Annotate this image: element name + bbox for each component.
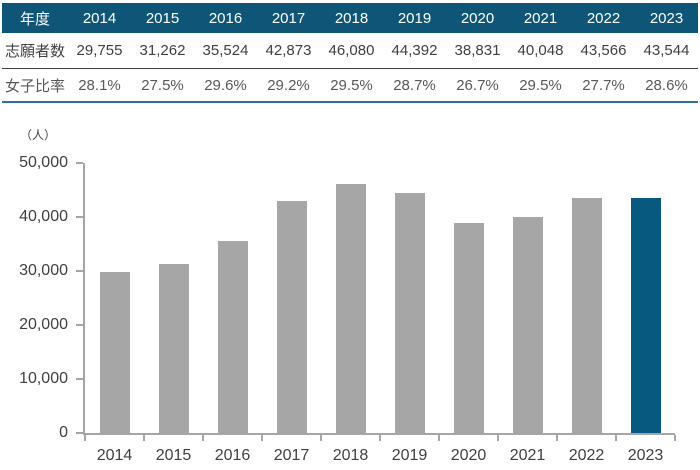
applicants-table: 年度 2014 2015 2016 2017 2018 2019 2020 2021 2022 20… bbox=[2, 3, 698, 103]
bar-2019 bbox=[394, 193, 425, 433]
year-column-header: 2018 bbox=[320, 3, 383, 33]
bars-group bbox=[85, 163, 675, 433]
x-axis-tick bbox=[202, 435, 204, 441]
bar-2022 bbox=[571, 198, 602, 433]
x-axis-tick bbox=[261, 435, 263, 441]
page: 年度 2014 2015 2016 2017 2018 2019 2020 2021 2022 20… bbox=[0, 3, 700, 470]
year-column-header: 2019 bbox=[383, 3, 446, 33]
applicants-cell: 31,262 bbox=[131, 33, 194, 69]
y-axis-tick-label: 0 bbox=[59, 424, 68, 441]
applicants-cell: 35,524 bbox=[194, 33, 257, 69]
y-axis-tick bbox=[76, 432, 83, 434]
year-column-header: 2014 bbox=[68, 3, 131, 33]
bar-2015 bbox=[158, 264, 189, 433]
x-axis-label: 2017 bbox=[273, 447, 310, 464]
applicants-cell: 29,755 bbox=[68, 33, 131, 69]
applicants-bar-chart: （人） 2014 2015 2016 2017 2018 2019 2020 2021 2022… bbox=[0, 110, 700, 470]
year-column-header: 2015 bbox=[131, 3, 194, 33]
bar-2017 bbox=[276, 201, 307, 433]
bar-slot bbox=[321, 163, 380, 433]
x-axis-labels: 2014 2015 2016 2017 2018 2019 2020 2021 2022 2023 bbox=[85, 447, 675, 465]
x-axis-label: 2014 bbox=[96, 447, 133, 464]
y-axis-tick bbox=[76, 216, 83, 218]
y-axis-tick-label: 20,000 bbox=[19, 316, 68, 333]
female-ratio-cell: 28.6% bbox=[635, 68, 698, 103]
bar-slot bbox=[498, 163, 557, 433]
year-column-header: 2016 bbox=[194, 3, 257, 33]
y-axis-tick-label: 10,000 bbox=[19, 370, 68, 387]
x-axis-tick bbox=[674, 435, 676, 441]
x-axis-label: 2015 bbox=[155, 447, 192, 464]
bar-2020 bbox=[453, 223, 484, 433]
x-axis-tick bbox=[497, 435, 499, 441]
y-axis-tick-label: 40,000 bbox=[19, 208, 68, 225]
applicants-row-label: 志願者数 bbox=[2, 33, 68, 69]
bar-slot bbox=[380, 163, 439, 433]
y-axis-tick bbox=[76, 162, 83, 164]
applicants-cell: 46,080 bbox=[320, 33, 383, 69]
bar-2018 bbox=[335, 184, 366, 433]
year-row-label: 年度 bbox=[2, 3, 68, 33]
bar-2016 bbox=[217, 241, 248, 433]
x-axis-tick bbox=[84, 435, 86, 441]
female-ratio-cell: 27.7% bbox=[572, 68, 635, 103]
applicants-cell: 38,831 bbox=[446, 33, 509, 69]
table-header-row: 年度 2014 2015 2016 2017 2018 2019 2020 2021 2022 20… bbox=[2, 3, 698, 33]
female-ratio-cell: 28.1% bbox=[68, 68, 131, 103]
y-axis-tick bbox=[76, 270, 83, 272]
bar-2021 bbox=[512, 217, 543, 433]
y-axis-tick-label: 30,000 bbox=[19, 262, 68, 279]
x-axis-label: 2021 bbox=[509, 447, 546, 464]
bar-slot bbox=[616, 163, 675, 433]
year-column-header: 2020 bbox=[446, 3, 509, 33]
female-ratio-cell: 29.6% bbox=[194, 68, 257, 103]
bar-slot bbox=[203, 163, 262, 433]
female-ratio-cell: 26.7% bbox=[446, 68, 509, 103]
x-axis-label: 2018 bbox=[332, 447, 369, 464]
table-row: 女子比率 28.1% 27.5% 29.6% 29.2% 29.5% 28.7% 26.7% 2… bbox=[2, 68, 698, 103]
x-axis-label: 2016 bbox=[214, 447, 251, 464]
table-row: 志願者数 29,755 31,262 35,524 42,873 46,080 44,392… bbox=[2, 33, 698, 69]
x-axis-label: 2023 bbox=[627, 447, 664, 464]
x-axis-label: 2020 bbox=[450, 447, 487, 464]
applicants-cell: 43,544 bbox=[635, 33, 698, 69]
y-axis-tick bbox=[76, 324, 83, 326]
x-axis-label: 2019 bbox=[391, 447, 428, 464]
plot-area: 2014 2015 2016 2017 2018 2019 2020 2021 2022 2023… bbox=[19, 154, 676, 464]
bar-slot bbox=[85, 163, 144, 433]
x-axis-tick bbox=[556, 435, 558, 441]
bar-slot bbox=[144, 163, 203, 433]
x-axis-tick bbox=[143, 435, 145, 441]
female-ratio-cell: 28.7% bbox=[383, 68, 446, 103]
x-axis-label: 2022 bbox=[568, 447, 605, 464]
x-axis-tick bbox=[438, 435, 440, 441]
bar-2014 bbox=[99, 272, 130, 433]
y-axis-unit-label: （人） bbox=[20, 128, 57, 142]
female-ratio-cell: 29.2% bbox=[257, 68, 320, 103]
y-axis-tick bbox=[76, 378, 83, 380]
year-column-header: 2023 bbox=[635, 3, 698, 33]
female-ratio-cell: 29.5% bbox=[509, 68, 572, 103]
x-axis-tick bbox=[615, 435, 617, 441]
applicants-cell: 40,048 bbox=[509, 33, 572, 69]
applicants-cell: 42,873 bbox=[257, 33, 320, 69]
year-column-header: 2022 bbox=[572, 3, 635, 33]
female-ratio-cell: 27.5% bbox=[131, 68, 194, 103]
x-axis-tick bbox=[379, 435, 381, 441]
applicants-cell: 44,392 bbox=[383, 33, 446, 69]
bar-slot bbox=[439, 163, 498, 433]
female-ratio-row-label: 女子比率 bbox=[2, 68, 68, 103]
x-axis-tick bbox=[320, 435, 322, 441]
bar-2023 bbox=[630, 198, 661, 433]
year-column-header: 2017 bbox=[257, 3, 320, 33]
bar-slot bbox=[557, 163, 616, 433]
year-column-header: 2021 bbox=[509, 3, 572, 33]
bar-slot bbox=[262, 163, 321, 433]
y-axis-tick-label: 50,000 bbox=[19, 154, 68, 171]
applicants-cell: 43,566 bbox=[572, 33, 635, 69]
female-ratio-cell: 29.5% bbox=[320, 68, 383, 103]
